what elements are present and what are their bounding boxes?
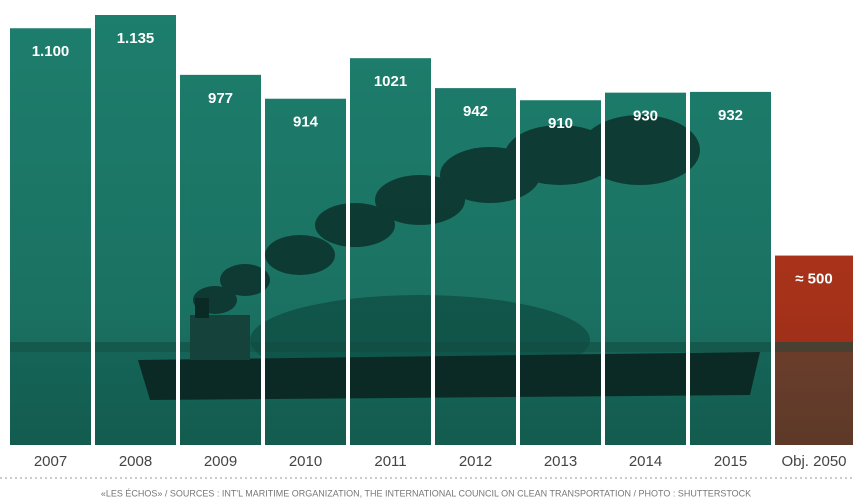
- value-label: 914: [293, 114, 319, 131]
- value-label: 942: [463, 103, 488, 120]
- x-tick-label: 2009: [204, 453, 237, 470]
- labels: 1.100 2007 1.135 2008 977 2009 914 2010 1021 2011…: [32, 30, 847, 470]
- value-label: 1.135: [117, 30, 155, 47]
- x-tick-label: 2011: [374, 453, 406, 470]
- x-tick-label: 2010: [289, 453, 322, 470]
- x-tick-label: 2007: [34, 453, 67, 470]
- source: «LES ÉCHOS» / SOURCES : INT'L MARITIME O…: [101, 488, 751, 498]
- value-label: 977: [208, 90, 233, 107]
- x-tick-label: 2013: [544, 453, 577, 470]
- photo-overlay: [10, 15, 853, 445]
- x-tick-label: Obj. 2050: [781, 453, 846, 470]
- x-tick-label: 2014: [629, 453, 662, 470]
- value-label: ≈ 500: [795, 271, 832, 288]
- x-tick-label: 2015: [714, 453, 747, 470]
- value-label: 1021: [374, 73, 407, 90]
- value-label: 910: [548, 115, 573, 132]
- value-label: 930: [633, 108, 658, 125]
- value-label: 932: [718, 107, 743, 124]
- value-label: 1.100: [32, 43, 70, 60]
- x-tick-label: 2008: [119, 453, 152, 470]
- x-tick-label: 2012: [459, 453, 492, 470]
